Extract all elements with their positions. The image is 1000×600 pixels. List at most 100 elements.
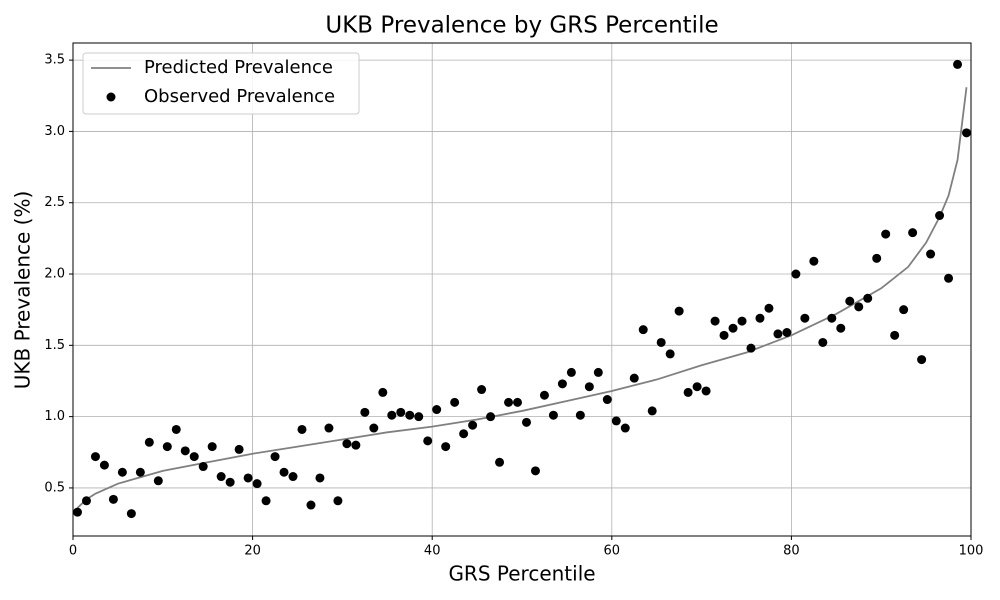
data-point: [764, 303, 774, 313]
data-point: [432, 405, 442, 415]
data-point: [351, 440, 361, 450]
data-point: [566, 367, 576, 377]
data-point: [72, 507, 82, 517]
data-point: [782, 327, 792, 337]
data-point: [414, 412, 424, 422]
data-point: [710, 316, 720, 326]
data-point: [746, 343, 756, 353]
data-point: [773, 329, 783, 339]
data-point: [602, 395, 612, 405]
data-point: [539, 390, 549, 400]
data-point: [495, 457, 505, 467]
data-point: [162, 442, 172, 452]
x-tick-label: 40: [424, 544, 441, 559]
data-point: [396, 407, 406, 417]
data-point: [261, 496, 271, 506]
data-point: [755, 313, 765, 323]
data-point: [521, 417, 531, 427]
data-point: [126, 509, 136, 519]
data-point: [90, 452, 100, 462]
data-point: [728, 323, 738, 333]
y-axis-label: UKB Prevalence (%): [11, 191, 35, 390]
data-point: [845, 296, 855, 306]
data-point: [692, 382, 702, 392]
y-tick-label: 3.5: [44, 53, 65, 68]
data-point: [144, 437, 154, 447]
data-point: [611, 416, 621, 426]
data-point: [647, 406, 657, 416]
data-point: [701, 386, 711, 396]
legend-label: Predicted Prevalence: [144, 57, 333, 78]
data-point: [225, 477, 235, 487]
data-point: [593, 367, 603, 377]
data-point: [99, 460, 109, 470]
data-point: [477, 385, 487, 395]
data-point: [153, 476, 163, 486]
data-point: [81, 496, 91, 506]
data-point: [450, 397, 460, 407]
data-point: [629, 373, 639, 383]
data-point: [719, 330, 729, 340]
data-point: [638, 325, 648, 335]
data-point: [180, 446, 190, 456]
x-tick-label: 20: [244, 544, 261, 559]
y-tick-label: 1.0: [44, 409, 65, 424]
data-point: [135, 467, 145, 477]
data-point: [459, 429, 469, 439]
data-point: [809, 256, 819, 266]
data-point: [935, 211, 945, 221]
data-point: [369, 423, 379, 433]
x-tick-label: 0: [69, 544, 77, 559]
data-point: [656, 337, 666, 347]
data-point: [962, 128, 972, 138]
data-point: [872, 253, 882, 263]
data-point: [342, 439, 352, 449]
data-point: [944, 273, 954, 283]
data-point: [171, 424, 181, 434]
data-point: [333, 496, 343, 506]
data-point: [486, 412, 496, 422]
data-point: [530, 466, 540, 476]
data-point: [243, 473, 253, 483]
data-point: [117, 467, 127, 477]
data-point: [917, 355, 927, 365]
data-point: [360, 407, 370, 417]
data-point: [468, 420, 478, 430]
data-point: [737, 316, 747, 326]
x-tick-label: 60: [604, 544, 621, 559]
data-point: [270, 452, 280, 462]
x-axis-label: GRS Percentile: [448, 562, 595, 586]
data-point: [405, 410, 415, 420]
data-point: [683, 387, 693, 397]
data-point: [953, 59, 963, 69]
legend-marker: [106, 92, 116, 102]
data-point: [189, 452, 199, 462]
legend-box: [82, 52, 360, 115]
data-point: [288, 472, 298, 482]
data-point: [791, 269, 801, 279]
data-point: [207, 442, 217, 452]
data-point: [423, 436, 433, 446]
y-tick-label: 2.0: [44, 267, 65, 282]
y-tick-label: 3.0: [44, 124, 65, 139]
prediction-line: [76, 87, 968, 509]
data-point: [827, 313, 837, 323]
data-point: [818, 337, 828, 347]
data-point: [854, 302, 864, 312]
data-point: [279, 467, 289, 477]
data-point: [620, 423, 630, 433]
data-point: [926, 249, 936, 259]
data-point: [297, 424, 307, 434]
data-point: [557, 379, 567, 389]
plot-frame: [72, 42, 972, 537]
data-point: [504, 397, 514, 407]
data-point: [216, 472, 226, 482]
data-point: [674, 306, 684, 316]
data-point: [387, 410, 397, 420]
data-point: [890, 330, 900, 340]
data-point: [252, 479, 262, 489]
data-point: [108, 494, 118, 504]
data-point: [315, 473, 325, 483]
data-point: [324, 423, 334, 433]
data-point: [575, 410, 585, 420]
